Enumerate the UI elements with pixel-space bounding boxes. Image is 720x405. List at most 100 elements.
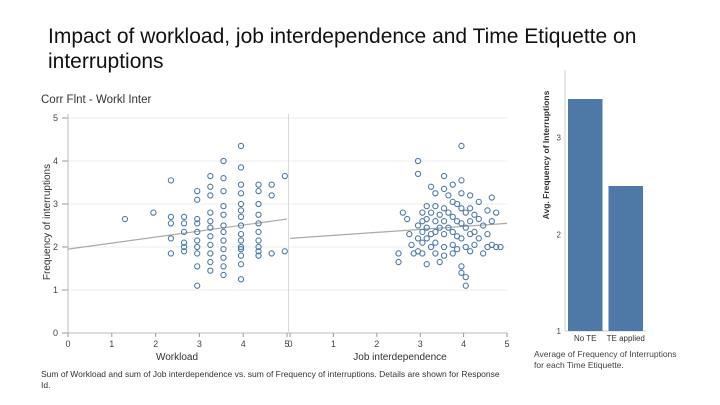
- scatter-point: [207, 192, 214, 199]
- bar-y-axis-label: Avg. Frequency of Interruptions: [541, 90, 551, 219]
- bar-marks: [568, 99, 643, 331]
- scatter-point: [237, 142, 245, 150]
- scatter-point: [220, 222, 227, 229]
- scatter-point: [492, 243, 500, 251]
- scatter-point: [419, 228, 426, 236]
- scatter-point: [167, 220, 175, 227]
- scatter-trend-lines: [67, 218, 508, 250]
- scatter-point: [440, 185, 448, 193]
- scatter-point: [255, 252, 262, 259]
- scatter-point: [466, 205, 474, 212]
- scatter-point: [237, 245, 245, 253]
- scatter-point: [207, 233, 214, 240]
- scatter-point: [268, 250, 275, 257]
- scatter-point: [255, 187, 262, 195]
- scatter-x-tick-label: 1: [109, 339, 114, 349]
- scatter-point: [180, 239, 188, 246]
- scatter-point: [427, 183, 435, 190]
- scatter-point: [462, 209, 469, 216]
- scatter-x-tick-label: 2: [153, 339, 158, 349]
- scatter-point: [419, 239, 426, 246]
- scatter-point: [458, 190, 465, 197]
- scatter-point: [414, 222, 422, 229]
- scatter-point: [462, 282, 469, 289]
- scatter-point: [237, 213, 245, 221]
- scatter-point: [458, 269, 465, 276]
- scatter-x-tick-label: 0: [65, 339, 70, 349]
- scatter-point: [180, 213, 188, 221]
- scatter-point: [423, 261, 430, 268]
- scatter-point: [194, 237, 201, 244]
- scatter-point: [255, 211, 262, 218]
- scatter-x-tick-label: 4: [461, 339, 466, 349]
- scatter-point: [395, 250, 402, 257]
- scatter-point: [466, 192, 474, 199]
- scatter-point: [237, 252, 245, 259]
- scatter-point: [180, 220, 188, 227]
- scatter-x-tick-label: 3: [197, 339, 202, 349]
- scatter-point: [440, 218, 448, 225]
- scatter-point: [427, 209, 435, 216]
- scatter-point: [207, 258, 214, 266]
- scatter-point: [220, 157, 227, 165]
- scatter-point: [207, 250, 214, 257]
- scatter-point: [458, 177, 465, 184]
- scatter-point: [255, 181, 262, 188]
- scatter-x-tick-label: 3: [418, 339, 423, 349]
- scatter-point: [462, 273, 469, 281]
- scatter-y-axis-label: Frequency of interruptions: [42, 164, 53, 280]
- scatter-point: [445, 209, 452, 216]
- scatter-point: [449, 228, 456, 236]
- scatter-point: [207, 267, 214, 274]
- scatter-point: [237, 237, 245, 244]
- scatter-point: [167, 177, 175, 184]
- scatter-x-tick-label: 4: [241, 339, 246, 349]
- scatter-point: [423, 202, 430, 210]
- scatter-point: [194, 263, 201, 270]
- scatter-point: [237, 181, 245, 188]
- scatter-point: [436, 224, 443, 231]
- scatter-point: [268, 192, 275, 199]
- scatter-point: [207, 172, 214, 180]
- scatter-point: [458, 142, 465, 150]
- bar-no-te: [568, 99, 603, 331]
- scatter-point: [453, 200, 461, 208]
- scatter-point: [432, 218, 439, 225]
- scatter-point: [419, 250, 426, 257]
- scatter-point: [220, 263, 227, 270]
- scatter-point: [440, 230, 448, 238]
- bar-category-label: No TE: [574, 334, 597, 343]
- scatter-trend-line: [289, 222, 508, 239]
- scatter-point: [449, 241, 456, 248]
- scatter-caption: Sum of Workload and sum of Job interdepe…: [41, 369, 500, 390]
- scatter-point: [220, 237, 227, 244]
- scatter-point: [194, 228, 201, 236]
- scatter-point: [436, 211, 443, 218]
- scatter-point: [237, 222, 245, 229]
- scatter-point: [440, 252, 448, 259]
- scatter-point: [479, 250, 487, 257]
- scatter-point: [237, 200, 245, 208]
- scatter-point: [427, 243, 435, 251]
- scatter-point: [458, 205, 465, 212]
- scatter-point: [237, 243, 245, 251]
- bar-category-label: TE applied: [607, 334, 645, 343]
- scatter-point: [484, 230, 491, 238]
- scatter-point: [458, 235, 465, 242]
- scatter-point: [423, 215, 430, 223]
- scatter-point: [488, 218, 495, 225]
- scatter-point: [404, 215, 411, 223]
- scatter-point: [194, 243, 201, 251]
- slide-title: Impact of workload, job interdependence …: [48, 25, 637, 73]
- scatter-point: [237, 230, 245, 238]
- scatter-point: [445, 192, 452, 199]
- scatter-point: [432, 228, 439, 236]
- scatter-point: [220, 202, 227, 210]
- scatter-point: [488, 194, 495, 201]
- scatter-point: [194, 250, 201, 257]
- scatter-point: [466, 248, 474, 255]
- scatter-point: [466, 218, 474, 225]
- scatter-point: [406, 230, 413, 238]
- scatter-point: [194, 220, 201, 227]
